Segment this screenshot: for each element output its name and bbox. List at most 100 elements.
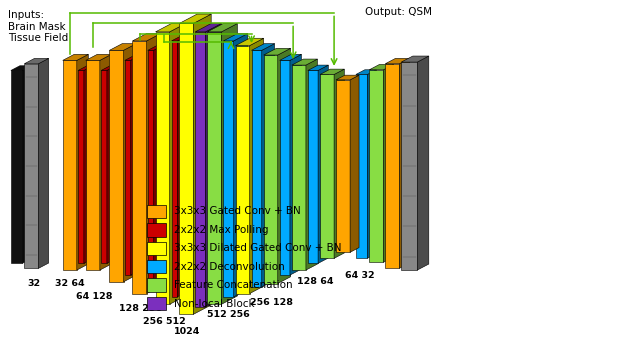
Bar xyxy=(147,204,166,218)
Polygon shape xyxy=(385,64,399,268)
Polygon shape xyxy=(107,65,117,263)
Polygon shape xyxy=(280,61,290,275)
Bar xyxy=(147,297,166,310)
Polygon shape xyxy=(234,33,248,297)
Polygon shape xyxy=(148,50,154,287)
Text: 32 64: 32 64 xyxy=(55,279,84,288)
Text: Feature Concatenation: Feature Concatenation xyxy=(174,280,292,290)
Polygon shape xyxy=(132,41,147,294)
Polygon shape xyxy=(177,33,191,297)
Polygon shape xyxy=(236,38,264,46)
Polygon shape xyxy=(63,54,88,61)
Polygon shape xyxy=(132,33,161,41)
Text: 64 32: 64 32 xyxy=(345,271,374,280)
Polygon shape xyxy=(320,69,344,74)
Polygon shape xyxy=(11,66,31,70)
Polygon shape xyxy=(336,80,350,252)
Polygon shape xyxy=(125,61,131,275)
Polygon shape xyxy=(207,32,221,304)
Polygon shape xyxy=(193,14,211,314)
Polygon shape xyxy=(101,65,117,70)
Text: 64 128: 64 128 xyxy=(76,292,113,301)
Polygon shape xyxy=(308,70,318,263)
Polygon shape xyxy=(250,38,264,294)
Polygon shape xyxy=(308,65,328,70)
Polygon shape xyxy=(369,65,394,70)
Polygon shape xyxy=(100,54,111,270)
Polygon shape xyxy=(401,62,417,270)
Text: 3x3x3 Gated Conv + BN: 3x3x3 Gated Conv + BN xyxy=(174,207,301,216)
Polygon shape xyxy=(156,32,170,304)
Polygon shape xyxy=(86,61,100,270)
Polygon shape xyxy=(320,74,334,258)
Text: 32: 32 xyxy=(28,279,40,288)
Text: 256 512: 256 512 xyxy=(143,317,186,326)
Polygon shape xyxy=(170,23,186,304)
Polygon shape xyxy=(84,65,94,263)
Polygon shape xyxy=(290,54,301,275)
Polygon shape xyxy=(131,54,142,275)
Polygon shape xyxy=(179,23,193,314)
Polygon shape xyxy=(154,44,166,287)
Text: 1024: 1024 xyxy=(174,327,201,336)
Polygon shape xyxy=(221,23,237,304)
Polygon shape xyxy=(264,55,278,284)
Polygon shape xyxy=(306,59,317,270)
Bar xyxy=(147,260,166,273)
Polygon shape xyxy=(148,44,166,50)
Polygon shape xyxy=(318,65,328,263)
Text: 128 256: 128 256 xyxy=(119,304,163,313)
Polygon shape xyxy=(336,75,359,80)
Polygon shape xyxy=(109,44,136,50)
Text: 3x3x3 Dilated Gated Conv + BN: 3x3x3 Dilated Gated Conv + BN xyxy=(174,243,342,253)
Polygon shape xyxy=(24,58,49,64)
Polygon shape xyxy=(172,33,191,41)
Polygon shape xyxy=(207,23,237,32)
Polygon shape xyxy=(78,70,84,263)
Polygon shape xyxy=(223,33,248,41)
Polygon shape xyxy=(292,65,306,270)
Text: Output: QSM: Output: QSM xyxy=(365,7,432,17)
Polygon shape xyxy=(124,44,136,282)
Polygon shape xyxy=(252,50,262,287)
Polygon shape xyxy=(195,23,221,32)
Polygon shape xyxy=(356,74,367,258)
Polygon shape xyxy=(383,65,394,262)
Polygon shape xyxy=(236,46,250,294)
Text: 256 128: 256 128 xyxy=(250,297,294,307)
Polygon shape xyxy=(262,44,275,287)
Polygon shape xyxy=(63,61,77,270)
Polygon shape xyxy=(292,59,317,65)
Polygon shape xyxy=(77,54,88,270)
Bar xyxy=(147,242,166,255)
Polygon shape xyxy=(278,48,291,284)
Text: 512 256: 512 256 xyxy=(207,310,250,319)
Bar xyxy=(147,279,166,292)
Polygon shape xyxy=(147,33,161,294)
Polygon shape xyxy=(86,54,111,61)
Polygon shape xyxy=(172,41,177,297)
Polygon shape xyxy=(101,70,107,263)
Polygon shape xyxy=(223,41,234,297)
Text: 128 64: 128 64 xyxy=(297,277,334,287)
Polygon shape xyxy=(22,66,31,263)
Polygon shape xyxy=(125,54,142,61)
Polygon shape xyxy=(109,50,124,282)
Polygon shape xyxy=(11,70,22,263)
Text: 2x2x2 Deconvolution: 2x2x2 Deconvolution xyxy=(174,262,285,272)
Polygon shape xyxy=(78,65,94,70)
Polygon shape xyxy=(205,23,221,307)
Polygon shape xyxy=(179,14,211,23)
Polygon shape xyxy=(401,56,429,62)
Polygon shape xyxy=(385,58,410,64)
Text: 2x2x2 Max Polling: 2x2x2 Max Polling xyxy=(174,225,269,235)
Polygon shape xyxy=(367,70,376,258)
Polygon shape xyxy=(280,54,301,61)
Polygon shape xyxy=(252,44,275,50)
Polygon shape xyxy=(350,75,359,252)
Polygon shape xyxy=(356,70,376,74)
Text: Inputs:
Brain Mask
Tissue Field: Inputs: Brain Mask Tissue Field xyxy=(8,10,68,43)
Polygon shape xyxy=(156,23,186,32)
Polygon shape xyxy=(195,32,205,307)
Polygon shape xyxy=(417,56,429,270)
